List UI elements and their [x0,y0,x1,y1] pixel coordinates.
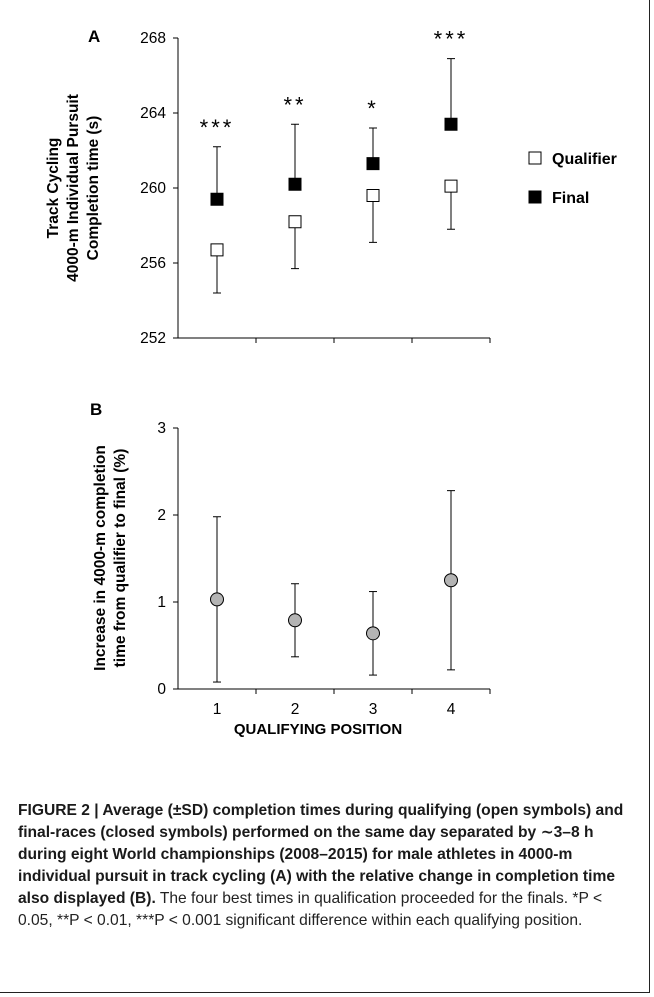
panel-b-x-tick-label: 1 [213,701,222,718]
legend-label: Qualifier [552,151,617,168]
caption-normal-text: The four best times in qualification pro… [18,890,603,929]
increase-point [288,613,302,628]
panel-a-y-tick-label: 268 [140,30,166,47]
panel-b-x-tick-label: 3 [369,701,378,718]
legend-swatch [528,151,542,165]
qualifier-point [444,179,458,193]
figure-caption: FIGURE 2 | Average (±SD) completion time… [18,800,634,932]
caption-bold-text: FIGURE 2 | Average (±SD) completion time… [18,802,624,907]
legend-swatch [528,190,542,204]
panel-a-y-tick-label: 252 [140,330,166,347]
panel-a-label: A [88,27,100,46]
panel-b-y-axis-label-line: Increase in 4000-m completion [92,445,109,671]
panel-b-x-tick-label: 2 [291,701,300,718]
panel-a-y-tick-label: 260 [140,180,166,197]
panel-a-legend: Qualifier Final [528,151,617,207]
panel-a-y-tick-label: 264 [140,105,166,122]
panel-a-y-axis-label-line: Completion time (s) [85,116,102,261]
final-point [210,192,224,206]
panel-b-y-tick-label: 2 [157,507,166,524]
panel-b-y-tick-label: 1 [157,594,166,611]
qualifier-point [366,189,380,202]
panel-a-y-tick-label: 256 [140,255,166,272]
qualifier-point [210,243,224,257]
panel-a-y-axis-label-line: 4000-m Individual Pursuit [65,94,82,282]
final-point [366,157,380,171]
panel-a-y-axis-label-line: Track Cycling [45,138,62,239]
panel-b-y-axis-label-line: time from qualifier to final (%) [112,449,129,668]
legend-label: Final [552,190,589,207]
panel-a-marks: ***** **** [200,27,469,294]
panel-b-y-tick-label: 0 [157,681,166,698]
significance-marker: * [367,96,379,121]
panel-b-x-tick-label: 4 [447,701,456,718]
panel-a-chart: A Track Cycling 4000-m Individual Pursui… [45,27,617,347]
panel-a-axes: 252 256 260 264 268 [140,30,491,347]
significance-marker: ** [283,92,306,117]
significance-marker: *** [434,27,469,52]
increase-point [444,573,458,588]
figure-charts: A Track Cycling 4000-m Individual Pursui… [45,27,617,738]
panel-a-y-axis-label: Track Cycling 4000-m Individual Pursuit … [45,94,102,282]
panel-b-y-tick-label: 3 [157,420,166,437]
increase-point [210,592,224,607]
significance-marker: *** [200,115,235,140]
panel-b-marks [210,490,458,683]
increase-point [366,626,380,641]
final-point [288,177,302,191]
panel-b-axes: 0 1 2 3 1 2 3 4 [157,420,491,718]
panel-b-label: B [90,400,102,419]
panel-b-y-axis-label: Increase in 4000-m completion time from … [92,445,129,671]
qualifier-point [288,215,302,229]
final-point [444,117,458,131]
panel-b-x-axis-label: QUALIFYING POSITION [234,721,402,738]
panel-b-chart: B Increase in 4000-m completion time fro… [90,400,491,738]
